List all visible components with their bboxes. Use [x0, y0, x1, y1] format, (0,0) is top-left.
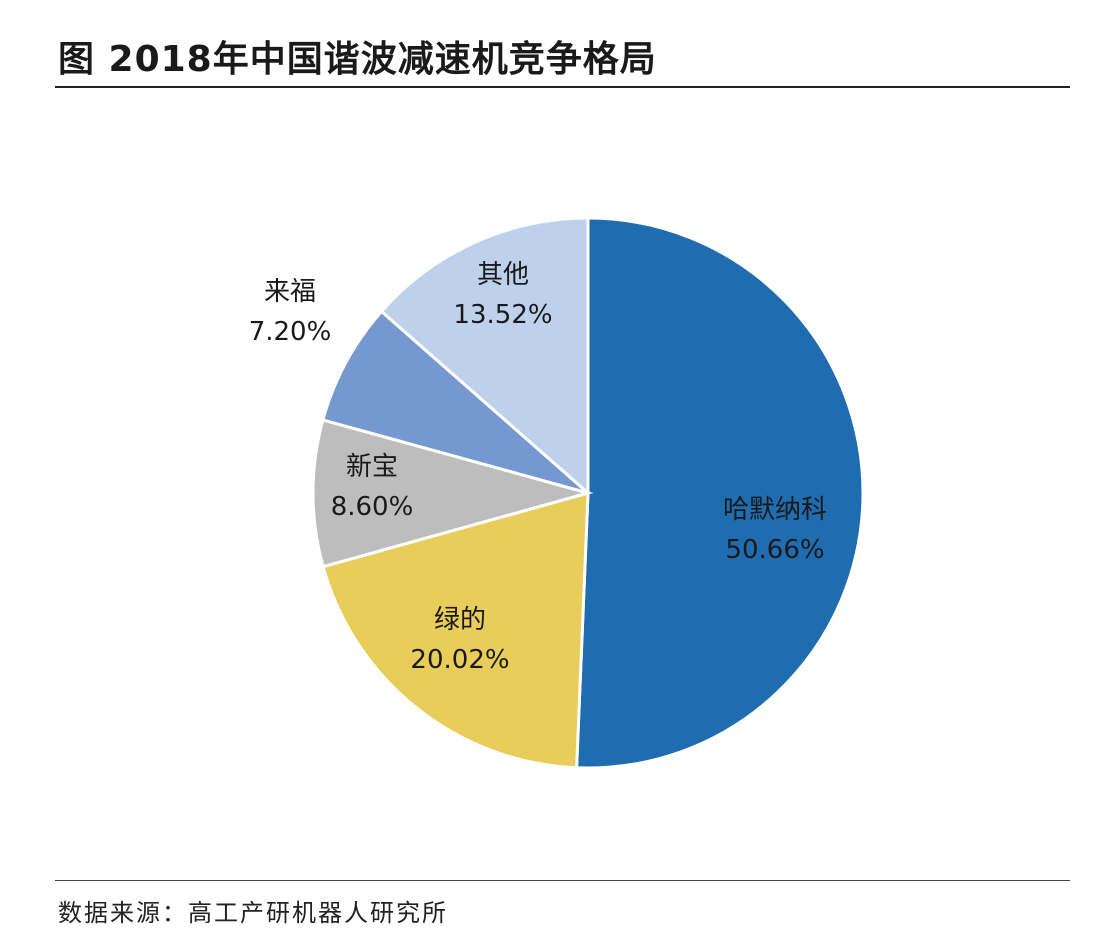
source-note: 数据来源：高工产研机器人研究所: [58, 899, 448, 927]
slice-label-name: 新宝: [346, 452, 398, 482]
source-divider: [55, 880, 1070, 881]
slice-label-value: 13.52%: [453, 300, 552, 330]
slice-other: [379, 216, 590, 497]
slice-label-name: 哈默纳科: [723, 495, 827, 525]
slice-label-value: 50.66%: [725, 535, 824, 565]
slice-label-value: 20.02%: [410, 645, 509, 675]
slice-label-name: 来福: [264, 277, 316, 307]
slice-laifu: [321, 309, 589, 495]
title-divider: [55, 86, 1070, 88]
slice-lvde: [321, 491, 590, 770]
slice-label-name: 绿的: [434, 605, 486, 635]
slice-xinbao: [311, 418, 594, 569]
slice-label-name: 其他: [477, 260, 529, 290]
chart-title: 图 2018年中国谐波减速机竞争格局: [58, 39, 657, 80]
slice-label-value: 8.60%: [331, 492, 414, 522]
slice-label-value: 7.20%: [249, 317, 332, 347]
slice-hamonaco: [575, 216, 865, 770]
